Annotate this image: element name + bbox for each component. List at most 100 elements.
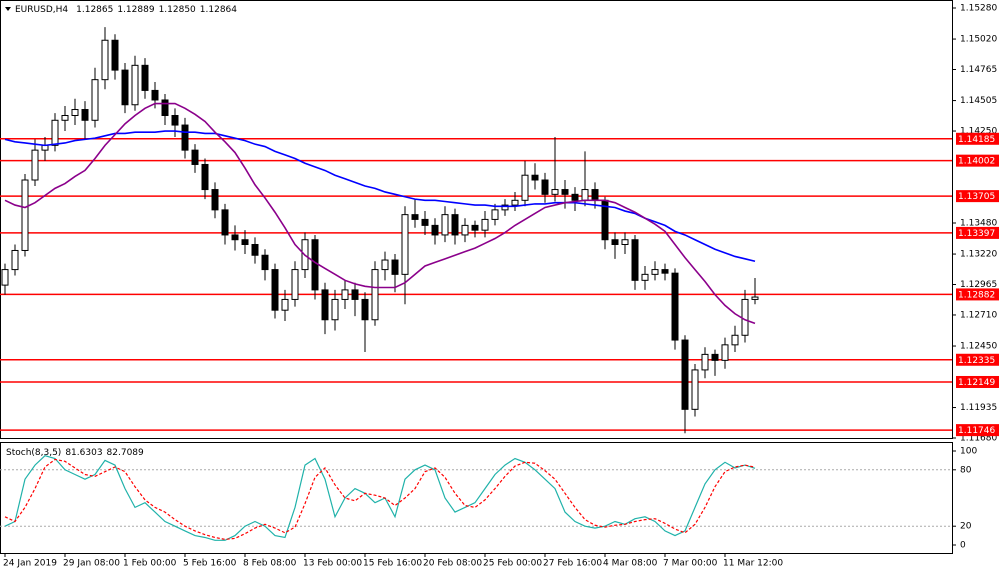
- x-tick-label: 24 Jan 2019: [3, 559, 57, 569]
- stoch-panel: [0, 442, 953, 554]
- candle-body: [651, 269, 659, 275]
- level-tag: [956, 353, 999, 366]
- candle-body: [361, 298, 369, 321]
- level-label: 1.13397: [958, 229, 995, 239]
- candle-body: [151, 89, 159, 101]
- candle-body: [1, 269, 9, 286]
- candle-body: [671, 272, 679, 341]
- level-label: 1.12149: [958, 378, 995, 388]
- candle-body: [401, 214, 409, 275]
- candle-body: [521, 174, 529, 201]
- level-tag: [956, 132, 999, 145]
- candle-body: [241, 239, 249, 246]
- candle-body: [631, 239, 639, 281]
- x-tick-label: 20 Feb 08:00: [423, 559, 482, 569]
- candle-body: [381, 259, 389, 271]
- quote-value: 1.12864: [200, 5, 237, 15]
- indicator-name: Stoch(8,3,5): [6, 448, 61, 458]
- candle-body: [61, 115, 69, 121]
- level-tag: [956, 288, 999, 301]
- y-tick-label: 1.15280: [960, 4, 997, 14]
- y-tick-label: 80: [960, 465, 972, 475]
- candle-body: [731, 334, 739, 346]
- candle-body: [351, 289, 359, 300]
- candle-body: [111, 39, 119, 71]
- indicator-value: 82.7089: [107, 448, 144, 458]
- candle-body: [411, 214, 419, 220]
- candle-body: [661, 269, 669, 274]
- candle-body: [51, 119, 59, 146]
- candle-body: [371, 269, 379, 321]
- symbol-header: EURUSD,H4 1.12865 1.12889 1.12850 1.12864: [15, 5, 237, 15]
- candle-body: [561, 189, 569, 195]
- x-tick-label: 4 Mar 08:00: [603, 559, 658, 569]
- candle-body: [201, 163, 209, 191]
- candle-body: [471, 224, 479, 231]
- stoch-line: [4, 455, 756, 541]
- candle-body: [191, 149, 199, 165]
- candle-body: [11, 249, 19, 271]
- candle-body: [271, 269, 279, 311]
- candle-body: [231, 234, 239, 241]
- candle-body: [551, 189, 559, 195]
- candle-body: [441, 214, 449, 236]
- level-label: 1.11746: [958, 426, 995, 436]
- candle-body: [701, 353, 709, 371]
- candle-body: [171, 115, 179, 126]
- level-label: 1.12335: [958, 356, 995, 366]
- y-tick-label: 1.12965: [960, 280, 997, 290]
- moving-average: [4, 102, 756, 325]
- y-tick-label: 1.14250: [960, 127, 997, 137]
- moving-average: [4, 130, 756, 263]
- y-tick-label: 0: [960, 541, 966, 551]
- candle-body: [331, 298, 339, 321]
- y-tick-label: 1.14505: [960, 96, 997, 106]
- x-tick-label: 15 Feb 16:00: [363, 559, 422, 569]
- candle-body: [261, 254, 269, 271]
- y-tick-label: 1.13480: [960, 219, 997, 229]
- y-tick-label: 1.15020: [960, 35, 997, 45]
- candle-body: [531, 174, 539, 181]
- level-tag: [956, 190, 999, 203]
- level-tag: [956, 154, 999, 167]
- stoch-line: [4, 458, 756, 540]
- candle-body: [311, 239, 319, 291]
- collapse-icon[interactable]: [5, 7, 11, 11]
- indicator-header: Stoch(8,3,5) 81.6303 82.7089: [6, 448, 144, 458]
- candle-body: [391, 259, 399, 275]
- level-tag: [956, 226, 999, 239]
- candle-body: [221, 209, 229, 236]
- x-tick-label: 13 Feb 00:00: [303, 559, 362, 569]
- candle-body: [751, 296, 759, 300]
- candle-body: [571, 193, 579, 201]
- candle-body: [421, 218, 429, 226]
- y-tick-label: 100: [960, 447, 977, 457]
- candle-body: [691, 369, 699, 410]
- candle-body: [281, 298, 289, 311]
- candle-body: [341, 289, 349, 300]
- candle-body: [321, 289, 329, 321]
- candle-body: [101, 39, 109, 81]
- y-tick-label: 1.11935: [960, 403, 997, 413]
- candle-body: [461, 224, 469, 236]
- candle-body: [721, 344, 729, 361]
- candle-body: [611, 239, 619, 246]
- level-label: 1.14002: [958, 157, 995, 167]
- x-tick-label: 11 Mar 12:00: [723, 559, 783, 569]
- level-tag: [956, 375, 999, 388]
- y-tick-label: 1.14765: [960, 65, 997, 75]
- candle-body: [141, 64, 149, 91]
- x-tick-label: 8 Feb 08:00: [243, 559, 297, 569]
- candle-body: [621, 239, 629, 246]
- candle-body: [31, 149, 39, 181]
- candle-body: [541, 179, 549, 195]
- level-label: 1.13705: [958, 192, 995, 202]
- candle-body: [581, 189, 589, 201]
- candle-body: [131, 64, 139, 106]
- candle-body: [451, 214, 459, 236]
- y-tick-label: 1.13220: [960, 250, 997, 260]
- y-tick-label: 20: [960, 522, 972, 532]
- candle-body: [91, 79, 99, 121]
